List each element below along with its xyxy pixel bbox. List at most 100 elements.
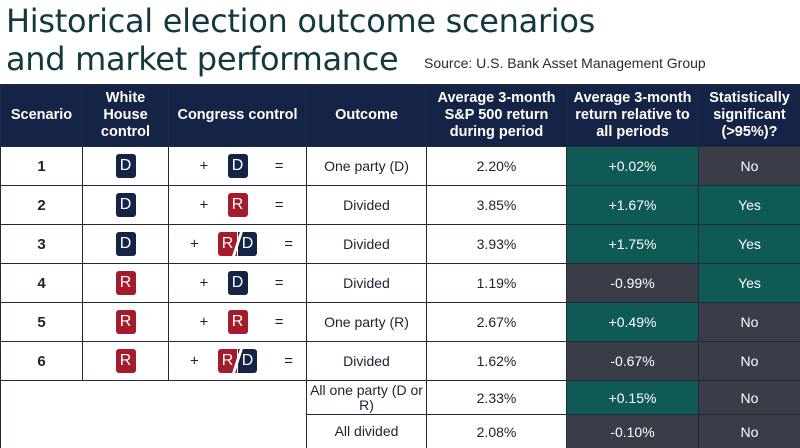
- equals-sign: =: [284, 235, 293, 253]
- avg-return-cell: 1.62%: [426, 341, 567, 381]
- avg-return-cell: 3.93%: [426, 224, 567, 264]
- avg-return-cell: 1.19%: [426, 263, 567, 303]
- avg-return-cell: 2.67%: [426, 302, 567, 342]
- congress-badges: + R D =: [190, 349, 293, 373]
- equals-sign: =: [274, 157, 284, 175]
- republican-badge: R: [115, 310, 136, 334]
- header-relative-return: Average 3-month return relative to all p…: [566, 84, 699, 147]
- scenario-table: Scenario White House control Congress co…: [0, 84, 800, 448]
- democrat-badge: D: [115, 232, 136, 256]
- table-row: 6 R + R D = Divided 1.62% -0.67% No: [0, 341, 800, 381]
- plus-sign: +: [190, 352, 199, 370]
- plus-sign: +: [199, 157, 209, 175]
- relative-return-cell: +0.49%: [566, 302, 699, 342]
- summary-avg-return-cell: 2.33%: [426, 380, 567, 415]
- summary-relative-return-cell: +0.15%: [566, 380, 699, 415]
- avg-return-cell: 3.85%: [426, 185, 567, 225]
- header-outcome: Outcome: [306, 84, 427, 147]
- significant-cell: No: [698, 146, 800, 186]
- republican-badge: R: [227, 193, 248, 217]
- significant-cell: Yes: [698, 224, 800, 264]
- header-avg-return: Average 3-month S&P 500 return during pe…: [426, 84, 567, 147]
- table-row: 2 D + R = Divided 3.85% +1.67% Yes: [0, 185, 800, 225]
- source-note: Source: U.S. Bank Asset Management Group: [424, 55, 706, 71]
- table-row: 5 R + R = One party (R) 2.67% +0.49% No: [0, 302, 800, 342]
- summary-significant-cell: No: [698, 414, 800, 448]
- democrat-badge: D: [227, 271, 248, 295]
- header-row: Scenario White House control Congress co…: [0, 84, 800, 147]
- summary-row: All one party (D or R) 2.33% +0.15% No: [0, 380, 800, 448]
- table-row: 4 R + D = Divided 1.19% -0.99% Yes: [0, 263, 800, 303]
- white-house-cell: R: [82, 263, 169, 303]
- congress-badges: + R D =: [190, 232, 293, 256]
- relative-return-cell: +1.75%: [566, 224, 699, 264]
- relative-return-cell: +0.02%: [566, 146, 699, 186]
- democrat-badge: D: [238, 349, 257, 373]
- summary-outcome-cell: All one party (D or R): [306, 380, 427, 415]
- white-house-cell: R: [82, 302, 169, 342]
- summary-avg-return-cell: 2.08%: [426, 414, 567, 448]
- democrat-badge: D: [238, 232, 257, 256]
- republican-badge: R: [115, 271, 136, 295]
- equals-sign: =: [274, 196, 284, 214]
- plus-sign: +: [190, 235, 199, 253]
- scenario-number: 2: [0, 185, 83, 225]
- plus-sign: +: [199, 313, 209, 331]
- republican-badge: R: [218, 349, 237, 373]
- republican-badge: R: [227, 310, 248, 334]
- scenario-number: 3: [0, 224, 83, 264]
- republican-badge: R: [218, 232, 237, 256]
- summary-outcome-cell: All divided: [306, 414, 427, 448]
- summary-blank-cell: [0, 380, 307, 448]
- equals-sign: =: [274, 274, 284, 292]
- significant-cell: Yes: [698, 185, 800, 225]
- scenario-number: 6: [0, 341, 83, 381]
- congress-cell: + R D =: [168, 341, 307, 381]
- significant-cell: Yes: [698, 263, 800, 303]
- outcome-cell: Divided: [306, 263, 427, 303]
- equals-sign: =: [274, 313, 284, 331]
- congress-cell: + R D =: [168, 224, 307, 264]
- relative-return-cell: +1.67%: [566, 185, 699, 225]
- equals-sign: =: [284, 352, 293, 370]
- congress-cell: + R =: [168, 302, 307, 342]
- header-congress: Congress control: [168, 84, 307, 147]
- table-body: 1 D + D = One party (D) 2.20% +0.02% No 2 D + R = Divi…: [0, 146, 800, 448]
- outcome-cell: Divided: [306, 341, 427, 381]
- scenario-number: 4: [0, 263, 83, 303]
- white-house-cell: R: [82, 341, 169, 381]
- significant-cell: No: [698, 302, 800, 342]
- significant-cell: No: [698, 341, 800, 381]
- white-house-cell: D: [82, 185, 169, 225]
- democrat-badge: D: [227, 154, 248, 178]
- white-house-cell: D: [82, 146, 169, 186]
- outcome-cell: Divided: [306, 224, 427, 264]
- table-row: 3 D + R D = Divided 3.93% +1.75% Yes: [0, 224, 800, 264]
- summary-relative-return-cell: -0.10%: [566, 414, 699, 448]
- plus-sign: +: [199, 196, 209, 214]
- avg-return-cell: 2.20%: [426, 146, 567, 186]
- scenario-number: 5: [0, 302, 83, 342]
- congress-cell: + D =: [168, 146, 307, 186]
- table-row: 1 D + D = One party (D) 2.20% +0.02% No: [0, 146, 800, 186]
- democrat-badge: D: [115, 154, 136, 178]
- congress-cell: + R =: [168, 185, 307, 225]
- plus-sign: +: [199, 274, 209, 292]
- white-house-cell: D: [82, 224, 169, 264]
- relative-return-cell: -0.99%: [566, 263, 699, 303]
- summary-significant-cell: No: [698, 380, 800, 415]
- outcome-cell: One party (R): [306, 302, 427, 342]
- scenario-number: 1: [0, 146, 83, 186]
- congress-badges: + R =: [200, 310, 284, 334]
- congress-badges: + R =: [200, 193, 284, 217]
- relative-return-cell: -0.67%: [566, 341, 699, 381]
- title-line-1: Historical election outcome scenarios: [6, 2, 596, 40]
- democrat-badge: D: [115, 193, 136, 217]
- congress-badges: + D =: [200, 271, 284, 295]
- congress-badges: + D =: [200, 154, 284, 178]
- outcome-cell: Divided: [306, 185, 427, 225]
- header-scenario: Scenario: [0, 84, 83, 147]
- republican-badge: R: [115, 349, 136, 373]
